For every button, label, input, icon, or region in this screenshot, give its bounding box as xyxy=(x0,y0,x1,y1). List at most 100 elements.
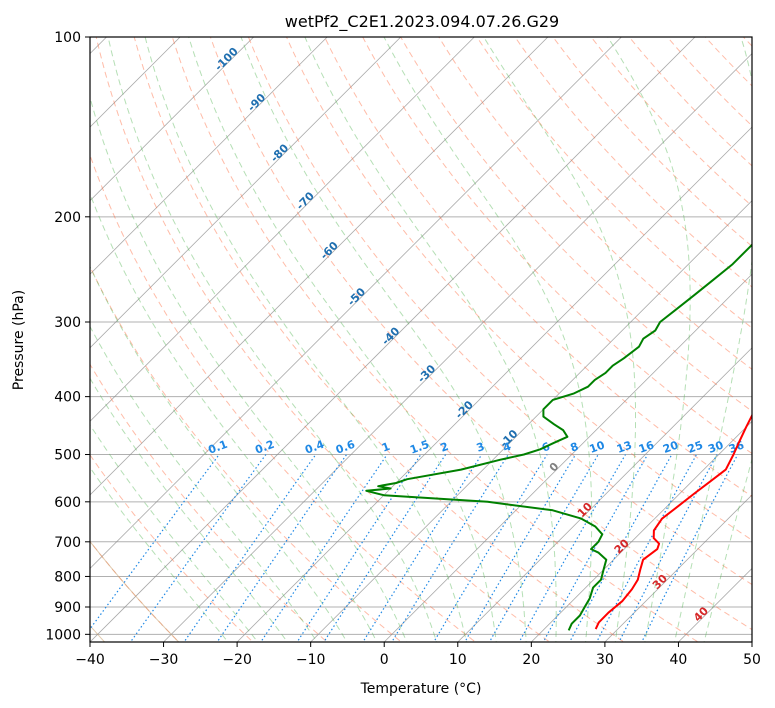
dry-adiabat-line xyxy=(438,37,752,370)
x-tick-label: 50 xyxy=(743,652,761,668)
x-tick-label: −20 xyxy=(222,652,252,668)
x-tick-label: 0 xyxy=(380,652,389,668)
isotherm-line xyxy=(457,347,752,642)
dewpoint-profile xyxy=(365,243,752,631)
isotherm-line xyxy=(531,420,752,642)
moist-adiabat-line xyxy=(90,192,378,642)
dry-adiabat-line xyxy=(476,37,752,329)
dry-adiabat-line xyxy=(247,37,752,586)
dry-adiabat-line xyxy=(90,265,403,642)
chart-title: wetPf2_C2E1.2023.094.07.26.G29 xyxy=(285,12,559,32)
mixing-ratio-label: 1 xyxy=(380,440,392,455)
dry-adiabat-label: -70 xyxy=(294,189,317,212)
plot-area: -100-90-80-70-60-50-40-30-20-10010203040… xyxy=(90,24,775,647)
dry-adiabat-line xyxy=(209,37,752,631)
plot-frame xyxy=(89,36,753,643)
moist-adiabat-line xyxy=(90,466,229,642)
moist-adiabat-line xyxy=(188,37,497,642)
mixing-ratio-line xyxy=(183,454,317,642)
mixing-ratio-label: 0.6 xyxy=(334,438,357,457)
y-tick-label: 800 xyxy=(54,569,81,585)
dry-adiabat-line xyxy=(590,37,752,207)
moist-adiabat-line xyxy=(304,37,557,642)
mixing-ratio-label: 4 xyxy=(501,440,513,455)
mixing-ratio-line xyxy=(260,454,388,642)
dry-adiabat-label: -90 xyxy=(245,91,268,114)
mixing-ratio-line xyxy=(641,454,739,642)
moist-adiabat-line xyxy=(90,377,289,642)
moist-adiabat-line xyxy=(673,37,752,642)
x-tick-label: −30 xyxy=(149,652,179,668)
pressure-gridlines xyxy=(90,37,752,635)
x-axis-title: Temperature (°C) xyxy=(360,681,482,697)
moist-adiabat-line xyxy=(383,37,593,642)
mixing-ratio-label: 0.1 xyxy=(207,438,230,457)
y-tick-label: 200 xyxy=(54,210,81,226)
y-tick-label: 700 xyxy=(54,535,81,551)
dry-adiabat-label: -30 xyxy=(415,362,438,385)
moist-adiabat-lines xyxy=(90,37,752,642)
dry-adiabat-label: -80 xyxy=(268,141,291,164)
isotherm-line xyxy=(678,567,752,642)
dry-adiabat-line xyxy=(133,37,625,642)
moist-adiabat-line xyxy=(607,37,691,642)
isotherm-line xyxy=(90,37,254,202)
moist-adiabat-label: 20 xyxy=(612,536,632,556)
mixing-ratio-line xyxy=(618,454,718,642)
moist-adiabat-line xyxy=(144,37,467,642)
dry-adiabat-line xyxy=(324,37,752,498)
mixing-ratio-line xyxy=(569,454,673,642)
mixing-ratio-line xyxy=(296,454,422,642)
y-tick-label: 600 xyxy=(54,495,81,511)
mixing-ratio-label: 8 xyxy=(569,440,581,455)
mixing-ratio-label: 30 xyxy=(706,438,725,456)
x-tick-label: 20 xyxy=(522,652,540,668)
isotherm-line xyxy=(90,37,622,570)
isotherm-lines xyxy=(90,37,752,642)
isotherm-line xyxy=(751,641,752,642)
mixing-ratio-label: 0.2 xyxy=(253,438,276,457)
x-axis: −40 −30 −20 −10 0 10 20 30 40 50 xyxy=(75,642,761,668)
isotherm-line xyxy=(90,37,402,349)
mixing-ratio-label: 0.4 xyxy=(303,438,326,457)
dry-adiabat-line xyxy=(90,454,254,642)
mixing-ratio-lines xyxy=(90,454,739,642)
mixing-ratio-line xyxy=(596,454,698,642)
moist-adiabat-line xyxy=(90,265,348,642)
dry-adiabat-line xyxy=(90,540,180,642)
mixing-ratio-line xyxy=(90,454,220,630)
dry-adiabat-line xyxy=(769,24,775,647)
dry-adiabat-line xyxy=(90,363,328,642)
mixing-ratio-line xyxy=(323,454,447,642)
x-tick-label: 30 xyxy=(596,652,614,668)
isotherm-line xyxy=(236,126,752,642)
mixing-ratio-label: 25 xyxy=(686,439,705,456)
dry-adiabat-line xyxy=(90,153,477,642)
mixing-ratio-label: 2 xyxy=(439,440,451,455)
x-tick-label: 40 xyxy=(670,652,688,668)
moist-adiabat-line xyxy=(703,457,752,642)
moist-adiabat-line xyxy=(107,37,438,642)
dry-adiabat-lines xyxy=(90,24,775,647)
mixing-ratio-line xyxy=(216,454,348,642)
isotherm-line xyxy=(310,200,752,642)
mixing-ratio-label: 3 xyxy=(475,440,487,455)
isotherm-line xyxy=(383,273,752,642)
y-tick-label: 1000 xyxy=(45,627,81,643)
dry-adiabat-label: -40 xyxy=(379,324,402,347)
isotherm-line xyxy=(90,37,475,422)
dry-adiabat-line xyxy=(171,37,699,642)
isotherm-line xyxy=(604,494,752,642)
moist-adiabat-line xyxy=(90,95,408,642)
y-axis: 100 200 300 400 500 600 700 800 900 1000 xyxy=(45,30,90,643)
dry-adiabat-line xyxy=(90,540,180,642)
isopleth-labels: -100-90-80-70-60-50-40-30-20-10010203040… xyxy=(207,45,747,625)
temperature-profile xyxy=(594,413,752,630)
isotherm-line xyxy=(163,52,752,642)
dry-adiabat-line xyxy=(362,37,752,455)
y-tick-label: 900 xyxy=(54,600,81,616)
isotherm-line xyxy=(90,37,549,496)
mixing-ratio-line xyxy=(129,454,267,642)
moist-adiabat-line xyxy=(90,325,318,642)
